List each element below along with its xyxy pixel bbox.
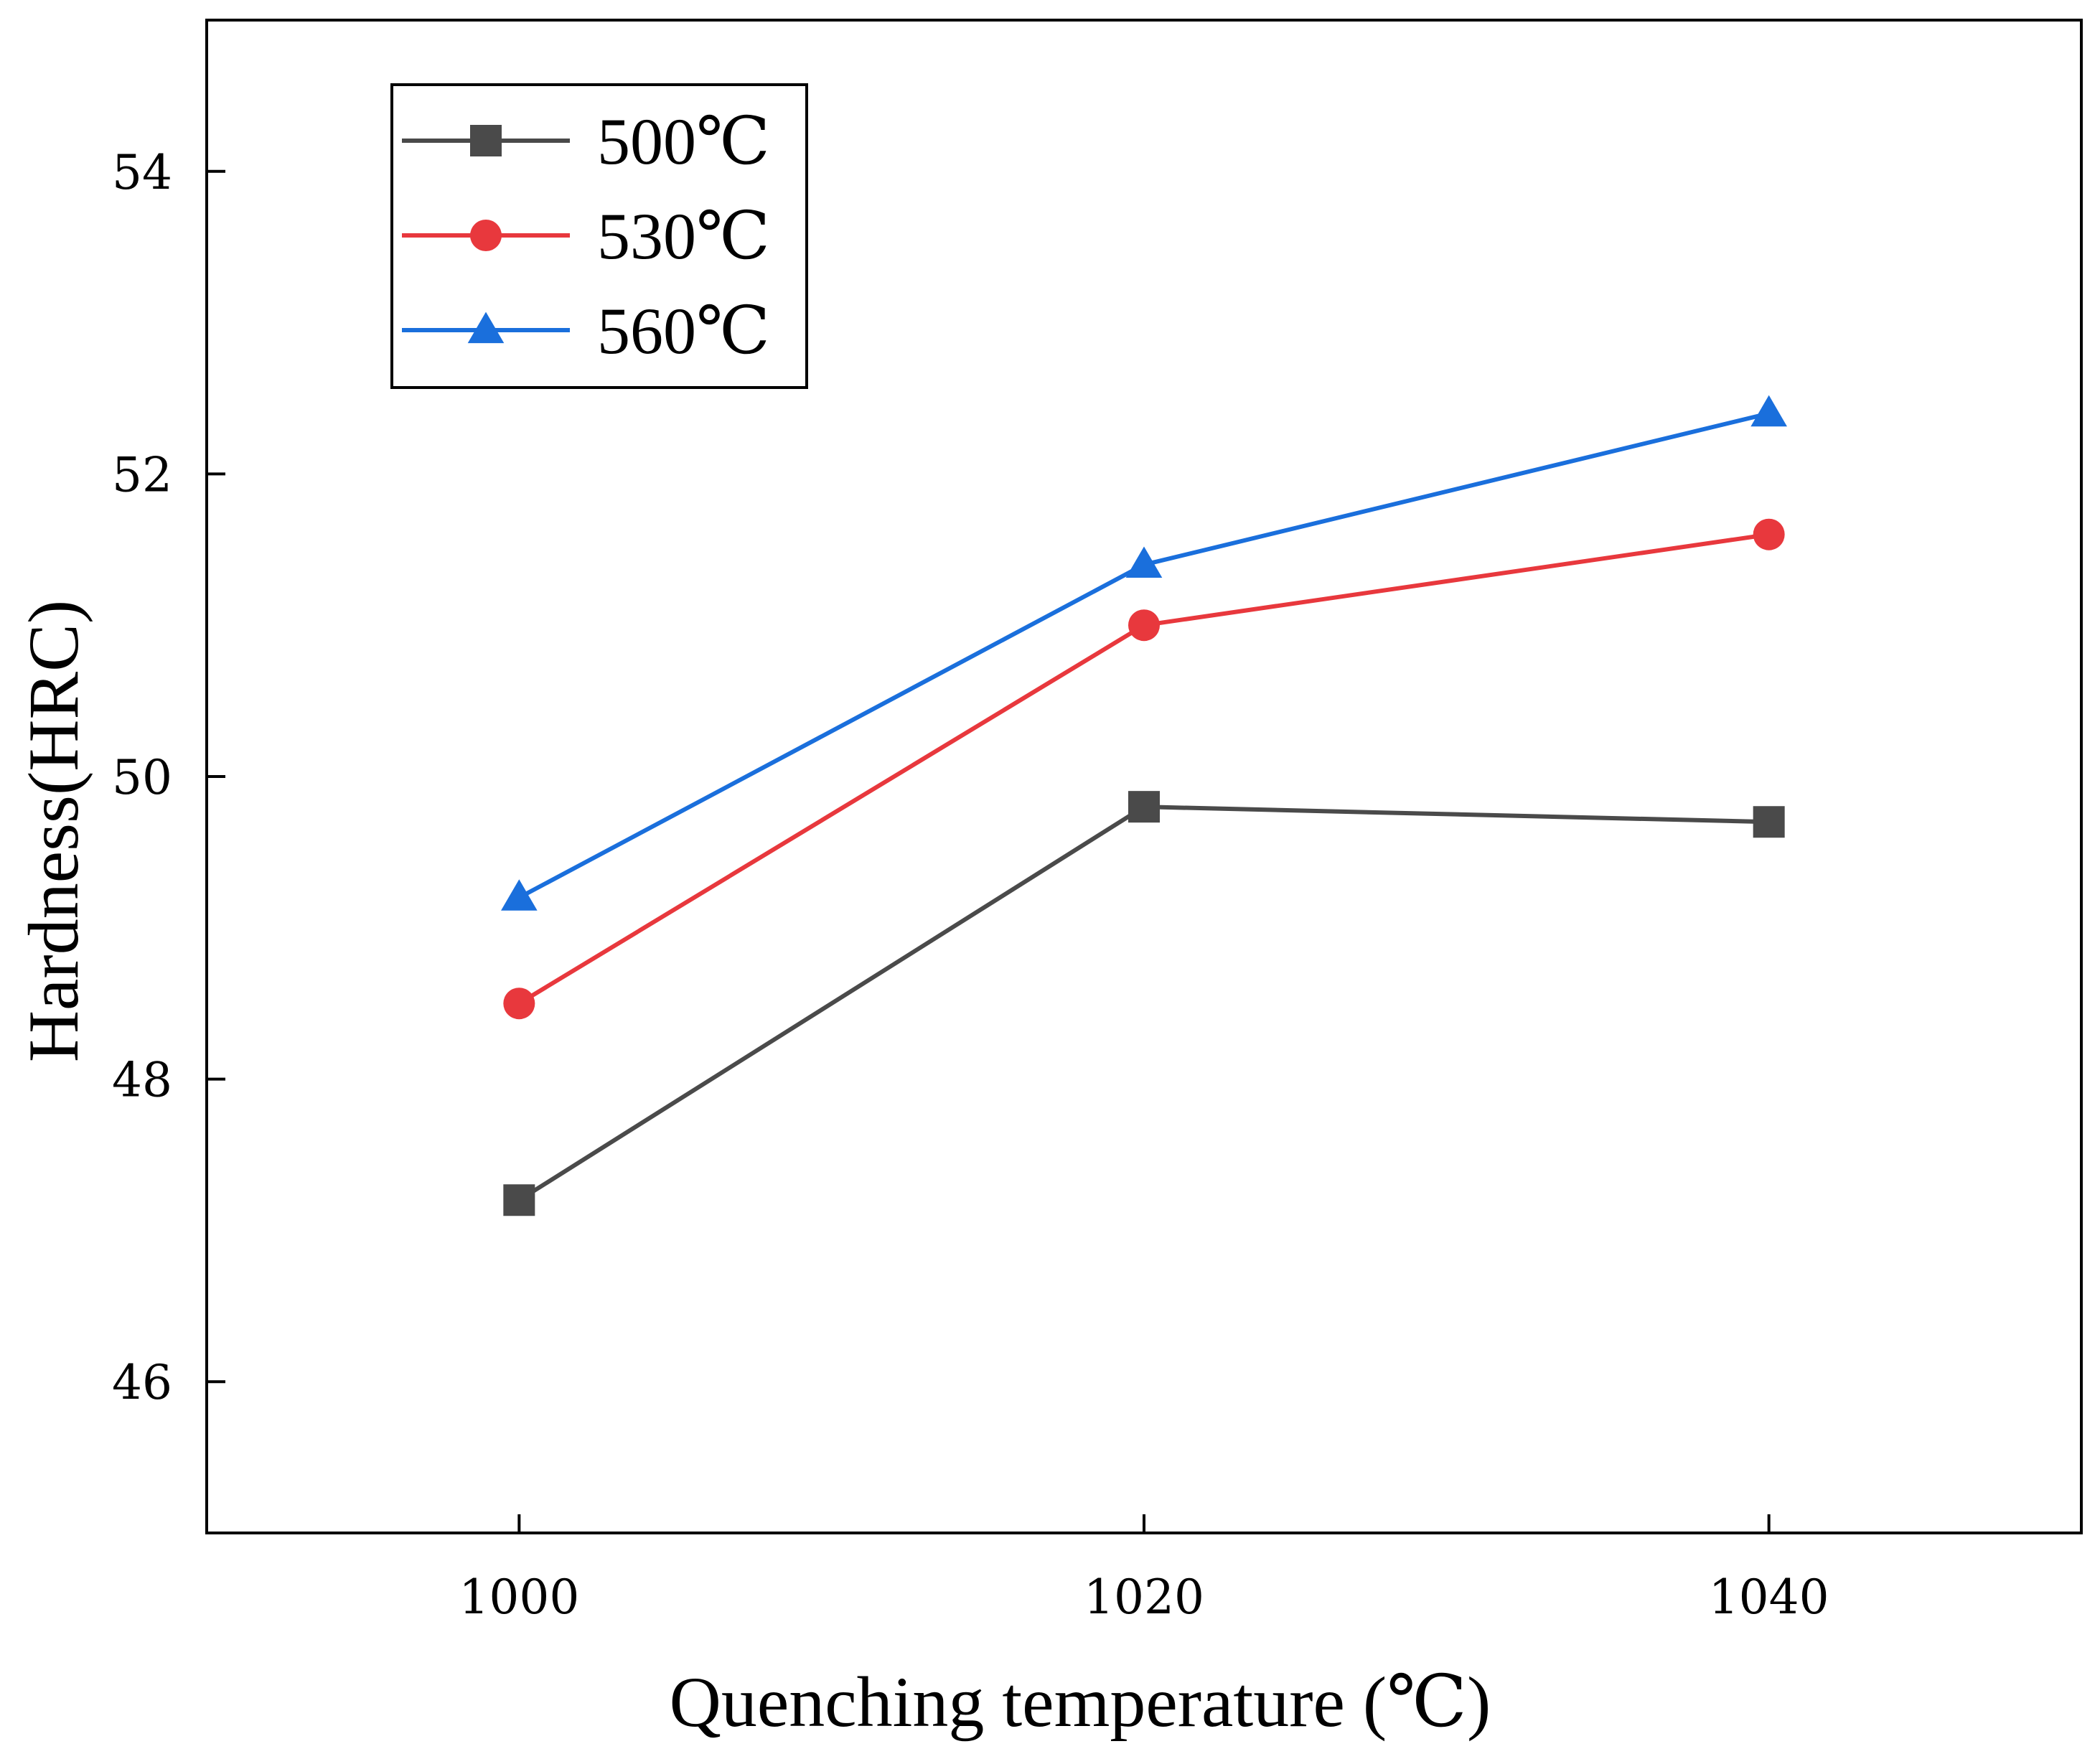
series-layer <box>501 395 1787 1216</box>
x-tick-label: 1020 <box>1084 1570 1204 1625</box>
legend: 500℃ 530℃ 560℃ <box>390 83 808 389</box>
data-point <box>1753 806 1785 838</box>
legend-label: 500℃ <box>597 105 770 178</box>
data-point <box>503 1184 535 1216</box>
data-point <box>501 879 538 911</box>
series-line <box>517 805 1769 1202</box>
y-axis-title: Hardness(HRC) <box>14 600 93 1062</box>
legend-item: 530℃ <box>402 200 770 273</box>
x-tick-label: 1000 <box>459 1570 579 1625</box>
legend-label: 560℃ <box>597 294 770 367</box>
series-square <box>503 791 1785 1216</box>
data-point <box>1128 791 1160 823</box>
y-tick-label: 50 <box>112 750 172 805</box>
legend-item: 560℃ <box>402 294 770 367</box>
data-point <box>1128 609 1160 642</box>
legend-item: 500℃ <box>402 105 770 178</box>
series-triangle <box>501 395 1787 911</box>
x-axis-title: Quenching temperature (℃) <box>670 1662 1491 1742</box>
data-point <box>1125 546 1163 578</box>
series-circle <box>503 518 1785 1020</box>
y-tick-label: 54 <box>112 145 172 200</box>
y-tick-label: 46 <box>112 1355 172 1410</box>
y-tick-label: 52 <box>112 447 172 502</box>
series-line <box>517 411 1770 900</box>
legend-marker <box>467 311 505 344</box>
data-point <box>503 988 535 1020</box>
y-tick-label: 48 <box>112 1053 172 1108</box>
series-line <box>517 532 1770 1005</box>
legend-marker <box>470 220 502 251</box>
legend-label: 530℃ <box>597 200 770 273</box>
data-point <box>1753 518 1785 550</box>
data-point <box>1750 395 1787 427</box>
x-tick-label: 1040 <box>1709 1570 1829 1625</box>
legend-marker <box>470 125 502 156</box>
axes: 46 48 50 52 54 1000 1020 1040 <box>112 19 2083 1625</box>
